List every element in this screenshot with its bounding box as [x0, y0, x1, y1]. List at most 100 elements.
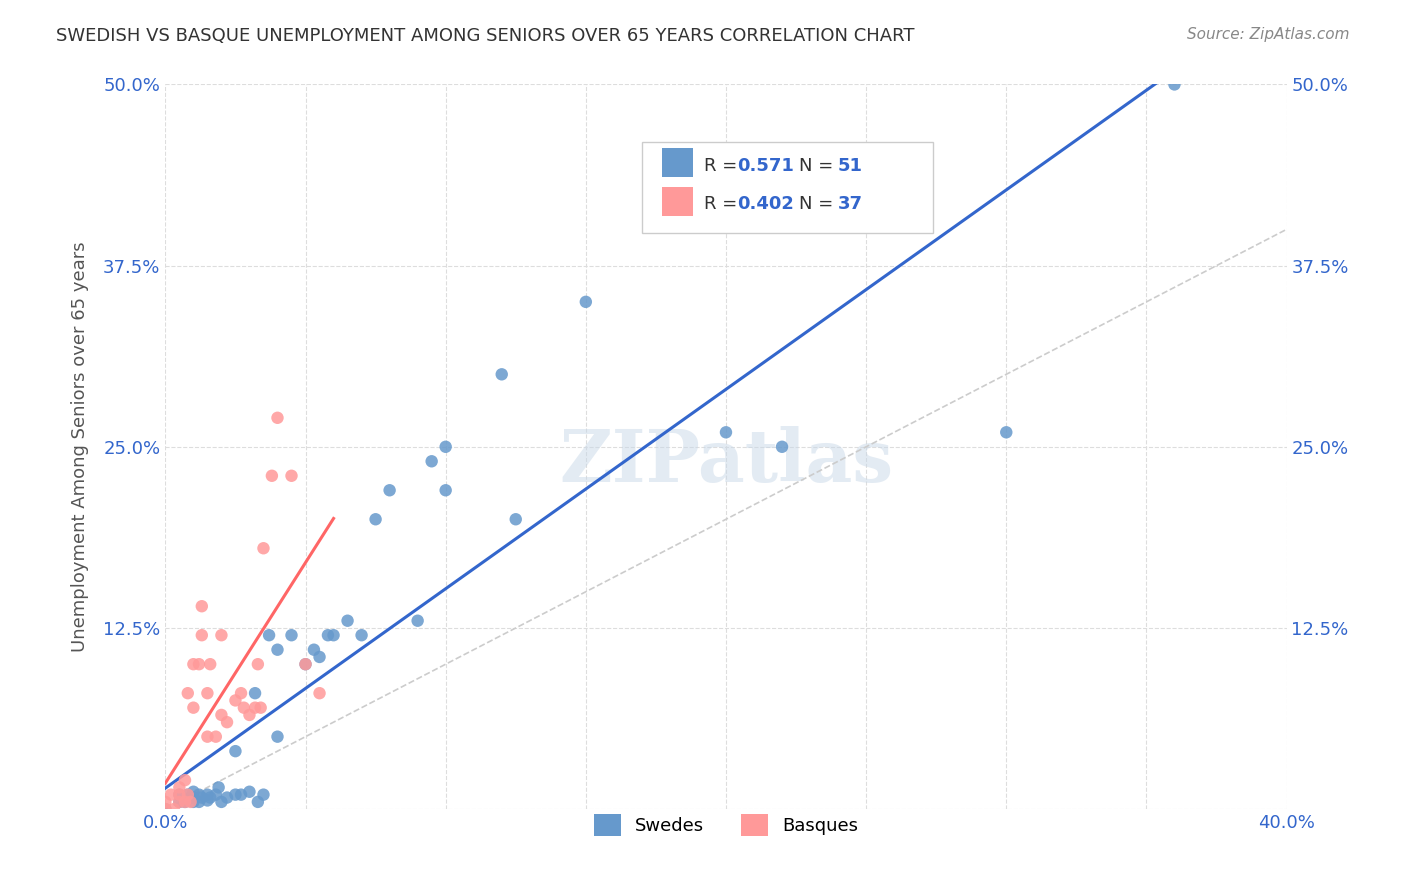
Point [160, 788, 183, 802]
Point [336, 614, 359, 628]
Point [378, 483, 401, 498]
Point [183, 790, 205, 805]
Point [169, 780, 191, 795]
Point [188, 657, 211, 672]
Point [350, 628, 373, 642]
Text: 37: 37 [838, 195, 863, 213]
Point [209, 795, 232, 809]
Point [252, 541, 274, 556]
FancyBboxPatch shape [662, 187, 693, 217]
Point [294, 657, 316, 672]
Point [197, 793, 219, 807]
Point [174, 795, 197, 809]
Point [238, 707, 260, 722]
Point [505, 512, 527, 526]
Point [434, 483, 457, 498]
Text: Source: ZipAtlas.com: Source: ZipAtlas.com [1187, 27, 1350, 42]
Point [294, 657, 316, 672]
FancyBboxPatch shape [643, 143, 934, 233]
Point [266, 730, 288, 744]
FancyBboxPatch shape [662, 148, 693, 178]
Text: R =: R = [703, 195, 742, 213]
Y-axis label: Unemployment Among Seniors over 65 years: Unemployment Among Seniors over 65 years [72, 242, 89, 652]
Point [174, 795, 197, 809]
Point [191, 599, 214, 614]
Point [209, 628, 232, 642]
Text: SWEDISH VS BASQUE UNEMPLOYMENT AMONG SENIORS OVER 65 YEARS CORRELATION CHART: SWEDISH VS BASQUE UNEMPLOYMENT AMONG SEN… [56, 27, 915, 45]
Point [183, 657, 205, 672]
Point [180, 790, 202, 805]
Point [316, 628, 339, 642]
Point [215, 790, 238, 805]
Point [238, 785, 260, 799]
Point [209, 707, 232, 722]
Point [420, 454, 443, 468]
Point [249, 700, 271, 714]
Point [191, 790, 214, 805]
Point [232, 700, 254, 714]
Point [204, 788, 226, 802]
Point [197, 686, 219, 700]
Point [204, 730, 226, 744]
Point [224, 693, 246, 707]
Point [180, 795, 202, 809]
Point [491, 368, 513, 382]
Point [257, 628, 280, 642]
Point [188, 795, 211, 809]
Point [224, 744, 246, 758]
Point [280, 628, 302, 642]
Point [207, 780, 229, 795]
Text: ZIPatlas: ZIPatlas [560, 425, 893, 497]
Point [246, 795, 269, 809]
Point [155, 795, 177, 809]
Point [280, 468, 302, 483]
Point [575, 294, 598, 309]
Point [308, 649, 330, 664]
Point [252, 788, 274, 802]
Point [266, 410, 288, 425]
Point [322, 628, 344, 642]
Point [177, 788, 200, 802]
Point [169, 795, 191, 809]
Point [229, 686, 252, 700]
Point [1163, 78, 1185, 92]
Point [183, 795, 205, 809]
Point [770, 440, 793, 454]
Point [169, 795, 191, 809]
Point [177, 792, 200, 806]
Point [714, 425, 737, 440]
Text: N =: N = [799, 195, 839, 213]
Point [995, 425, 1018, 440]
Point [406, 614, 429, 628]
Point [200, 657, 222, 672]
Point [169, 788, 191, 802]
Point [169, 788, 191, 802]
Legend: Swedes, Basques: Swedes, Basques [586, 807, 865, 844]
Point [215, 715, 238, 730]
Point [188, 788, 211, 802]
Point [155, 802, 177, 816]
Point [308, 686, 330, 700]
Point [434, 440, 457, 454]
Text: N =: N = [799, 157, 839, 175]
Text: 0.571: 0.571 [737, 157, 794, 175]
Point [224, 788, 246, 802]
Point [260, 468, 283, 483]
Text: 51: 51 [838, 157, 863, 175]
Point [246, 657, 269, 672]
Point [266, 642, 288, 657]
Point [302, 642, 325, 657]
Point [243, 686, 266, 700]
Point [163, 802, 186, 816]
Point [200, 790, 222, 805]
Text: R =: R = [703, 157, 742, 175]
Point [197, 730, 219, 744]
Text: 0.402: 0.402 [737, 195, 794, 213]
Point [229, 788, 252, 802]
Point [191, 628, 214, 642]
Point [174, 773, 197, 788]
Point [183, 785, 205, 799]
Point [177, 788, 200, 802]
Point [197, 788, 219, 802]
Point [243, 700, 266, 714]
